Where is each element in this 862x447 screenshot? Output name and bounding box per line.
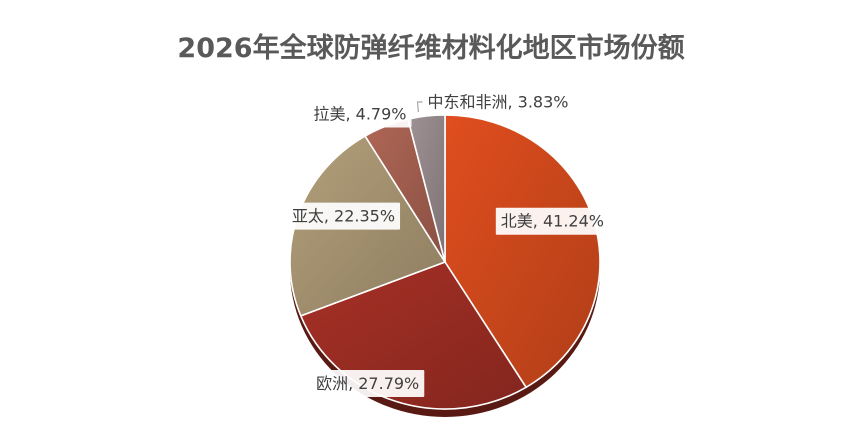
- data-label-text-2: 亚太, 22.35%: [292, 207, 395, 226]
- data-label-text-4: 中东和非洲, 3.83%: [427, 93, 568, 112]
- leader-line-4: [416, 101, 423, 113]
- data-label-text-3: 拉美, 4.79%: [313, 105, 406, 124]
- data-label-text-1: 欧洲, 27.79%: [316, 374, 419, 393]
- chart-title: 2026年全球防弹纤维材料化地区市场份额: [177, 33, 685, 64]
- data-label-4: 中东和非洲, 3.83%: [422, 88, 574, 116]
- data-label-1: 欧洲, 27.79%: [311, 370, 425, 398]
- data-label-2: 亚太, 22.35%: [286, 202, 401, 230]
- data-label-0: 北美, 41.24%: [495, 207, 609, 235]
- data-label-text-0: 北美, 41.24%: [501, 212, 604, 231]
- data-label-3: 拉美, 4.79%: [308, 100, 412, 128]
